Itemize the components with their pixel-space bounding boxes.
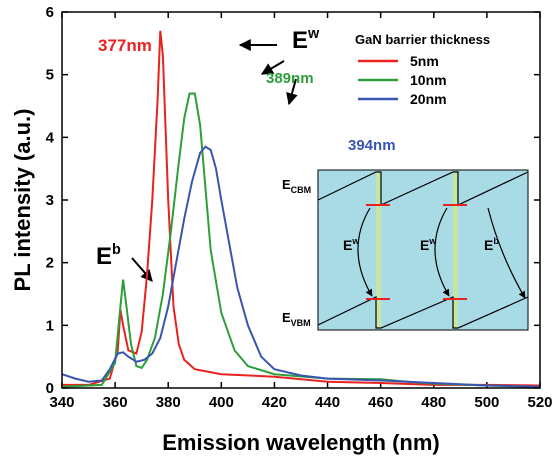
inset bbox=[317, 169, 529, 331]
x-tick-label: 500 bbox=[474, 394, 499, 411]
annotation: Eb bbox=[96, 242, 121, 270]
x-tick-label: 440 bbox=[315, 394, 340, 411]
band-label-text: E bbox=[282, 310, 291, 325]
inset-label-sup: b bbox=[493, 236, 499, 246]
legend-label: 20nm bbox=[410, 91, 447, 107]
band-label: EVBM bbox=[282, 310, 311, 328]
y-tick-label: 6 bbox=[46, 4, 54, 21]
annotation: 394nm bbox=[348, 137, 396, 154]
annotation-text: 389nm bbox=[266, 70, 314, 87]
x-tick-label: 340 bbox=[49, 394, 74, 411]
legend-title: GaN barrier thickness bbox=[355, 32, 490, 47]
x-tick-label: 360 bbox=[103, 394, 128, 411]
annotation-text: E bbox=[292, 27, 308, 54]
annotation: Ew bbox=[292, 26, 320, 54]
x-tick-label: 400 bbox=[209, 394, 234, 411]
x-tick-label: 420 bbox=[262, 394, 287, 411]
band-label-sub: VBM bbox=[291, 318, 311, 328]
arrows bbox=[131, 39, 298, 282]
inset-label: Ew bbox=[420, 236, 437, 253]
y-tick-label: 5 bbox=[46, 67, 54, 84]
y-tick-label: 0 bbox=[46, 380, 54, 397]
annotation-text: E bbox=[96, 243, 112, 270]
y-axis-label: PL intensity (a.u.) bbox=[10, 109, 35, 292]
inset-label: Ew bbox=[343, 236, 360, 253]
x-tick-label: 460 bbox=[368, 394, 393, 411]
inset-label-sup: w bbox=[351, 236, 360, 246]
inset-label-text: E bbox=[420, 237, 429, 253]
annotation-sup: w bbox=[307, 26, 320, 42]
annotation-sup: b bbox=[112, 242, 121, 258]
legend-label: 5nm bbox=[410, 53, 439, 69]
band-label: ECBM bbox=[282, 177, 311, 195]
legend-label: 10nm bbox=[410, 72, 447, 88]
inset-label: Eb bbox=[484, 236, 499, 253]
band-label-text: E bbox=[282, 177, 291, 192]
x-tick-label: 380 bbox=[156, 394, 181, 411]
plot-frame bbox=[61, 11, 541, 389]
annotation: 377nm bbox=[98, 36, 152, 55]
x-axis-label: Emission wavelength (nm) bbox=[162, 430, 440, 455]
inset-label-sup: w bbox=[428, 236, 437, 246]
y-tick-label: 4 bbox=[46, 129, 55, 146]
inset-label-text: E bbox=[484, 237, 493, 253]
annotation-text: 377nm bbox=[98, 36, 152, 55]
annotation-text: 394nm bbox=[348, 137, 396, 154]
y-tick-label: 3 bbox=[46, 192, 54, 209]
y-tick-label: 1 bbox=[46, 317, 54, 334]
x-tick-label: 520 bbox=[527, 394, 552, 411]
inset-label-text: E bbox=[343, 237, 352, 253]
x-tick-label: 480 bbox=[421, 394, 446, 411]
annotation: 389nm bbox=[266, 70, 314, 87]
band-label-sub: CBM bbox=[291, 185, 312, 195]
series-line bbox=[61, 145, 541, 388]
y-tick-label: 2 bbox=[46, 255, 54, 272]
